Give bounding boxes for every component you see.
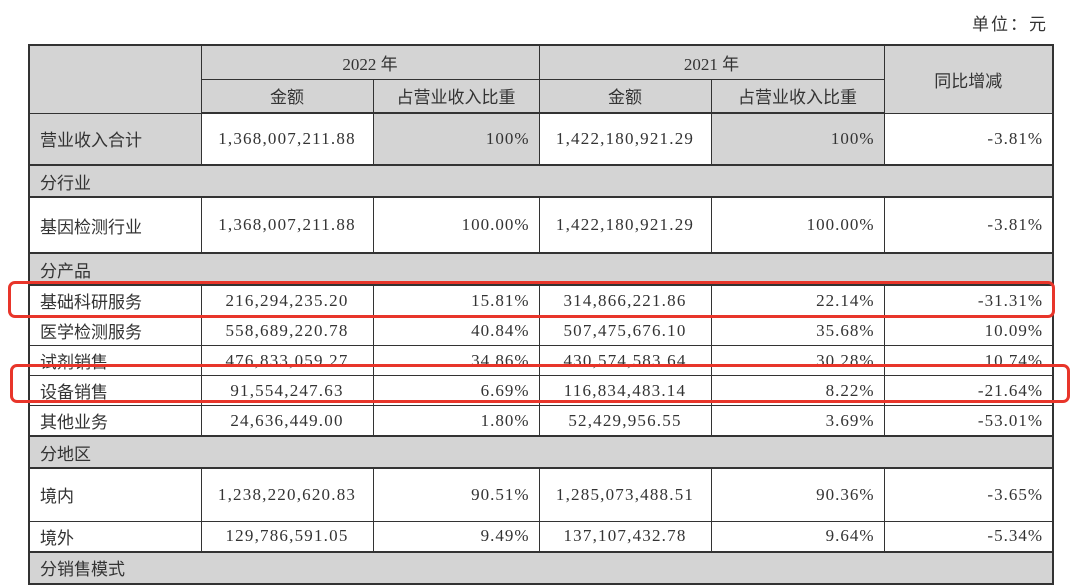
header-ratio-2022: 占营业收入比重: [372, 78, 540, 114]
cell-2021-ratio: 22.14%: [710, 284, 885, 316]
section-row-by-product: 分产品: [28, 252, 1054, 286]
revenue-table-wrap: 2022 年 2021 年 同比增减 金额 占营业收入比重 金额 占营业收入比重…: [8, 44, 1070, 585]
cell-2022-ratio: 100.00%: [372, 196, 540, 254]
cell-2022-amount: 476,833,059.27: [200, 345, 374, 376]
table-row-other-business: 其他业务 24,636,449.00 1.80% 52,429,956.55 3…: [28, 405, 1054, 437]
cell-yoy: 10.74%: [883, 345, 1054, 376]
cell-2021-amount: 1,422,180,921.29: [538, 196, 712, 254]
cell-label: 试剂销售: [28, 345, 202, 376]
cell-2022-ratio: 9.49%: [372, 520, 540, 552]
cell-2022-ratio: 90.51%: [372, 467, 540, 522]
cell-2022-amount: 216,294,235.20: [200, 284, 374, 316]
cell-2021-amount: 1,285,073,488.51: [538, 467, 712, 522]
cell-2021-ratio: 30.28%: [710, 345, 885, 376]
cell-2022-ratio: 100%: [372, 112, 540, 166]
cell-label: 设备销售: [28, 375, 202, 406]
table-row-overseas: 境外 129,786,591.05 9.49% 137,107,432.78 9…: [28, 520, 1054, 552]
section-row-by-industry: 分行业: [28, 164, 1054, 198]
cell-label: 营业收入合计: [28, 112, 202, 166]
cell-2022-ratio: 1.80%: [372, 405, 540, 437]
cell-2022-amount: 1,368,007,211.88: [200, 196, 374, 254]
header-row-years: 2022 年 2021 年 同比增减: [28, 44, 1054, 114]
cell-label: 医学检测服务: [28, 315, 202, 346]
header-ratio-2021: 占营业收入比重: [710, 78, 885, 114]
section-label: 分销售模式: [28, 550, 1054, 585]
cell-yoy: -5.34%: [883, 520, 1054, 552]
cell-2022-amount: 129,786,591.05: [200, 520, 374, 552]
table-row-medical-testing-services: 医学检测服务 558,689,220.78 40.84% 507,475,676…: [28, 315, 1054, 346]
cell-yoy: -3.81%: [883, 112, 1054, 166]
cell-label: 其他业务: [28, 405, 202, 437]
cell-2021-amount: 116,834,483.14: [538, 375, 712, 406]
header-row-metrics: 金额 占营业收入比重 金额 占营业收入比重: [29, 78, 1053, 114]
cell-2021-ratio: 90.36%: [710, 467, 885, 522]
section-row-by-region: 分地区: [28, 435, 1054, 469]
cell-2022-ratio: 34.86%: [372, 345, 540, 376]
header-corner-empty: [28, 44, 202, 114]
cell-yoy: -31.31%: [883, 284, 1054, 316]
cell-2022-amount: 1,368,007,211.88: [200, 112, 374, 166]
unit-label: 单位：元: [972, 15, 1048, 34]
cell-2021-ratio: 8.22%: [710, 375, 885, 406]
cell-yoy: -3.81%: [883, 196, 1054, 254]
cell-2022-amount: 558,689,220.78: [200, 315, 374, 346]
section-label: 分行业: [28, 164, 1054, 198]
cell-yoy: -21.64%: [883, 375, 1054, 406]
table-row-equipment-sales: 设备销售 91,554,247.63 6.69% 116,834,483.14 …: [28, 375, 1054, 406]
cell-2021-ratio: 100%: [710, 112, 885, 166]
header-amount-2021: 金额: [538, 78, 712, 114]
cell-2022-ratio: 40.84%: [372, 315, 540, 346]
header-amount-2022: 金额: [200, 78, 374, 114]
cell-label: 基因检测行业: [28, 196, 202, 254]
cell-2022-amount: 1,238,220,620.83: [200, 467, 374, 522]
cell-2022-ratio: 15.81%: [372, 284, 540, 316]
cell-label: 境外: [28, 520, 202, 552]
table-row-basic-research-services: 基础科研服务 216,294,235.20 15.81% 314,866,221…: [28, 284, 1054, 316]
cell-label: 境内: [28, 467, 202, 522]
cell-2021-ratio: 100.00%: [710, 196, 885, 254]
cell-2021-amount: 1,422,180,921.29: [538, 112, 712, 166]
section-row-by-sales-model: 分销售模式: [28, 550, 1054, 585]
cell-yoy: -53.01%: [883, 405, 1054, 437]
section-label: 分产品: [28, 252, 1054, 286]
cell-2021-amount: 430,574,583.64: [538, 345, 712, 376]
cell-2021-amount: 137,107,432.78: [538, 520, 712, 552]
cell-yoy: 10.09%: [883, 315, 1054, 346]
cell-2021-amount: 507,475,676.10: [538, 315, 712, 346]
header-year-2021: 2021 年: [538, 44, 885, 80]
table-row-gene-testing-industry: 基因检测行业 1,368,007,211.88 100.00% 1,422,18…: [28, 196, 1054, 254]
cell-2021-amount: 52,429,956.55: [538, 405, 712, 437]
cell-2021-ratio: 35.68%: [710, 315, 885, 346]
header-year-2022: 2022 年: [200, 44, 540, 80]
cell-2021-ratio: 9.64%: [710, 520, 885, 552]
cell-2021-ratio: 3.69%: [710, 405, 885, 437]
table-row-domestic: 境内 1,238,220,620.83 90.51% 1,285,073,488…: [28, 467, 1054, 522]
section-label: 分地区: [28, 435, 1054, 469]
cell-2022-amount: 91,554,247.63: [200, 375, 374, 406]
table-row-total-revenue: 营业收入合计 1,368,007,211.88 100% 1,422,180,9…: [28, 112, 1054, 166]
cell-label: 基础科研服务: [28, 284, 202, 316]
revenue-breakdown-table: 2022 年 2021 年 同比增减 金额 占营业收入比重 金额 占营业收入比重…: [28, 44, 1054, 585]
cell-2022-amount: 24,636,449.00: [200, 405, 374, 437]
cell-2022-ratio: 6.69%: [372, 375, 540, 406]
cell-2021-amount: 314,866,221.86: [538, 284, 712, 316]
table-row-reagent-sales: 试剂销售 476,833,059.27 34.86% 430,574,583.6…: [28, 345, 1054, 376]
header-yoy: 同比增减: [883, 44, 1054, 114]
cell-yoy: -3.65%: [883, 467, 1054, 522]
